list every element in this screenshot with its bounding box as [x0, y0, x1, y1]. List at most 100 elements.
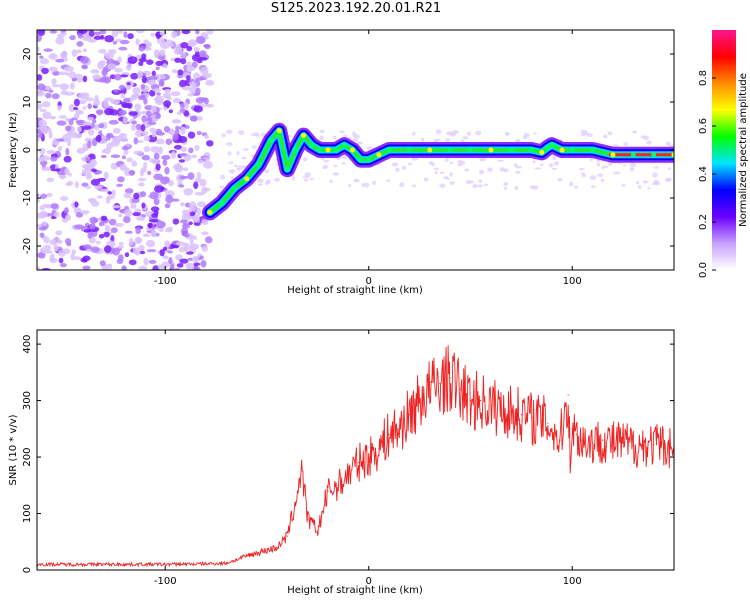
snr-plot-area [37, 330, 674, 570]
noise-speck [43, 48, 53, 52]
noise-speck [138, 182, 145, 187]
ridge-point [284, 166, 290, 172]
snr-y-axis-label: SNR (10 * v/v) [8, 414, 19, 485]
noise-speck [155, 138, 165, 145]
ridge-point [467, 147, 473, 153]
noise-speck [444, 158, 449, 162]
spectrogram-x-tick-label: -100 [154, 276, 177, 287]
noise-speck [48, 131, 53, 139]
snr-point [575, 433, 577, 436]
noise-speck [118, 213, 123, 218]
noise-speck [411, 131, 416, 136]
noise-speck [668, 144, 674, 148]
noise-speck [124, 188, 134, 194]
noise-speck [171, 198, 180, 202]
noise-speck [119, 133, 124, 138]
noise-speck [63, 207, 69, 214]
snr-line [37, 345, 674, 568]
snr-point [347, 473, 349, 475]
noise-speck [304, 172, 312, 177]
noise-speck [319, 129, 325, 134]
noise-speck [155, 114, 161, 119]
noise-speck [164, 166, 170, 175]
noise-speck [95, 109, 104, 115]
noise-speck [220, 174, 225, 180]
noise-speck [114, 222, 124, 227]
snr-point [225, 562, 227, 564]
ridge-point [325, 147, 331, 153]
noise-speck [148, 79, 156, 86]
snr-point [490, 405, 492, 407]
noise-speck [98, 233, 105, 239]
noise-speck [196, 130, 202, 136]
noise-speck [629, 166, 635, 172]
noise-speck [162, 246, 168, 251]
noise-speck [150, 229, 157, 238]
noise-speck [121, 145, 130, 151]
noise-speck [435, 129, 442, 135]
noise-speck [189, 201, 197, 209]
noise-speck [193, 181, 199, 190]
snr-point [266, 549, 268, 551]
noise-speck [253, 134, 260, 137]
noise-speck [462, 136, 469, 140]
noise-speck [73, 133, 82, 139]
noise-speck [386, 179, 391, 182]
snr-point [164, 563, 166, 565]
noise-speck [91, 200, 100, 207]
colorbar-tick-label: 0.6 [698, 118, 709, 134]
noise-speck [143, 257, 149, 266]
noise-speck [193, 262, 201, 266]
noise-speck [170, 263, 175, 270]
noise-speck [59, 83, 70, 91]
noise-speck [84, 137, 93, 143]
noise-speck [67, 172, 72, 177]
noise-speck [127, 33, 134, 40]
noise-speck [82, 125, 92, 130]
noise-speck [60, 263, 67, 268]
noise-speck [165, 138, 173, 146]
noise-speck [155, 220, 166, 229]
noise-speck [110, 99, 121, 105]
snr-point [439, 383, 441, 385]
noise-speck [173, 144, 183, 150]
noise-speck [114, 67, 123, 73]
noise-speck [153, 197, 160, 206]
noise-speck [163, 100, 172, 108]
noise-speck [348, 184, 352, 187]
noise-speck [139, 250, 146, 255]
noise-speck [81, 36, 92, 42]
noise-speck [54, 168, 61, 172]
noise-speck [147, 170, 152, 176]
noise-speck [159, 249, 165, 257]
noise-speck [164, 88, 172, 93]
noise-speck [201, 219, 209, 225]
noise-speck [40, 193, 47, 199]
noise-speck [632, 130, 638, 134]
noise-speck [51, 93, 60, 100]
noise-speck [457, 162, 462, 167]
noise-speck [204, 236, 213, 244]
noise-speck [504, 186, 508, 190]
ridge-point [559, 147, 565, 153]
noise-speck [141, 154, 151, 161]
colorbar-label: Normalized spectral amplitude [738, 73, 749, 227]
snr-point [565, 405, 567, 407]
noise-speck [133, 192, 140, 200]
ridge-point [651, 152, 657, 158]
noise-speck [149, 89, 156, 97]
noise-speck [201, 186, 208, 194]
noise-speck [96, 195, 103, 199]
noise-speck [309, 177, 315, 180]
colorbar-gradient [712, 30, 736, 270]
noise-speck [145, 239, 156, 248]
noise-speck [197, 159, 204, 164]
noise-speck [219, 185, 225, 189]
noise-speck [151, 70, 156, 77]
noise-speck [98, 49, 107, 54]
noise-speck [203, 160, 213, 169]
noise-speck [87, 116, 94, 121]
noise-speck [124, 252, 130, 258]
noise-speck [187, 93, 195, 97]
noise-speck [171, 31, 178, 39]
